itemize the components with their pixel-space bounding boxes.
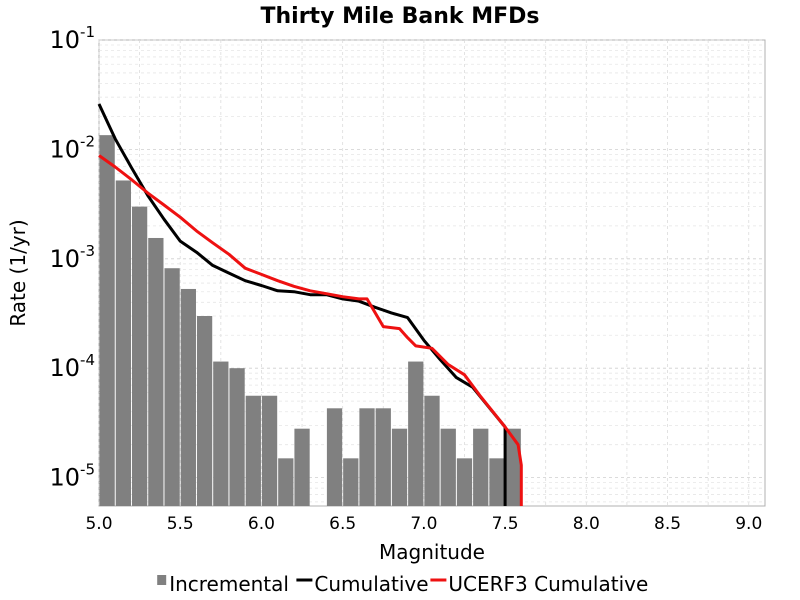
bar	[343, 458, 359, 506]
x-tick-label: 8.0	[573, 514, 600, 534]
x-tick-label: 8.5	[654, 514, 681, 534]
bar	[408, 361, 424, 506]
y-tick-label: 10-3	[49, 242, 95, 273]
bar	[196, 316, 213, 506]
legend: Incremental Cumulative UCERF3 Cumulative	[157, 572, 648, 596]
bar	[213, 361, 229, 506]
bar	[391, 428, 408, 506]
bar	[424, 395, 440, 506]
y-tick-label: 10-1	[49, 23, 95, 54]
x-tick-label: 6.0	[248, 514, 275, 534]
y-axis-label: Rate (1/yr)	[6, 219, 30, 326]
legend-label: UCERF3 Cumulative	[448, 572, 648, 596]
bar	[180, 288, 196, 506]
series-line	[98, 154, 523, 506]
x-tick-label: 9.0	[735, 514, 762, 534]
bar	[115, 180, 132, 506]
y-tick-label: 10-4	[49, 351, 95, 382]
chart-title: Thirty Mile Bank MFDs	[261, 4, 540, 29]
x-tick-label: 7.0	[410, 514, 437, 534]
bar	[473, 428, 489, 506]
bar	[245, 395, 261, 506]
legend-label: Incremental	[169, 572, 289, 596]
bar	[489, 458, 505, 506]
x-tick-label: 5.5	[167, 514, 194, 534]
bar	[440, 428, 456, 506]
bar	[148, 237, 164, 506]
x-axis-label: Magnitude	[379, 540, 485, 564]
bar	[456, 458, 473, 506]
bar	[505, 428, 521, 506]
y-tick-labels: 10-1 10-2 10-3 10-4 10-5	[49, 23, 95, 492]
bar	[99, 135, 115, 506]
bar	[359, 408, 375, 506]
bar	[375, 408, 391, 506]
bar	[294, 428, 310, 506]
bar	[326, 408, 343, 506]
legend-swatch-incremental	[157, 575, 167, 585]
bar	[131, 206, 148, 507]
bar	[164, 268, 180, 506]
incremental-bars	[99, 135, 521, 507]
bar	[278, 458, 294, 506]
legend-label: Cumulative	[314, 572, 428, 596]
y-tick-label: 10-5	[49, 461, 95, 492]
bar	[261, 395, 278, 506]
x-tick-label: 7.5	[492, 514, 519, 534]
x-tick-label: 6.5	[329, 514, 356, 534]
x-tick-label: 5.0	[85, 514, 112, 534]
series-line	[97, 103, 507, 506]
cumulative-lines	[97, 103, 523, 506]
y-tick-label: 10-2	[49, 132, 95, 163]
bar	[229, 368, 245, 506]
x-tick-labels: 5.0 5.5 6.0 6.5 7.0 7.5 8.0 8.5 9.0	[85, 514, 762, 534]
